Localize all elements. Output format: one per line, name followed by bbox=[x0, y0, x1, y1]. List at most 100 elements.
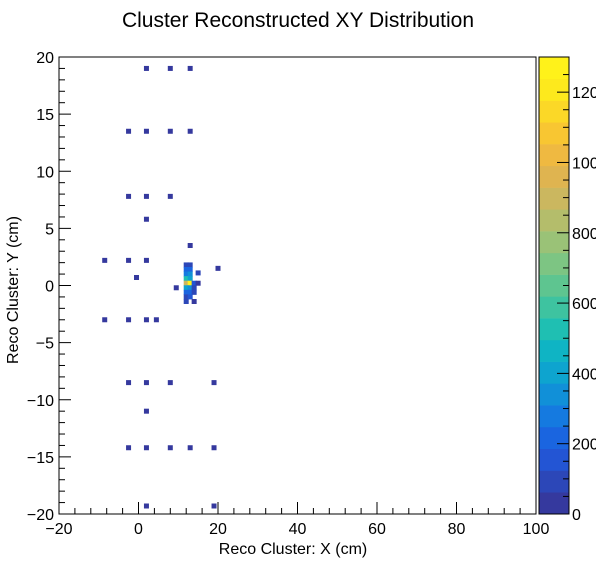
y-tick-label: 10 bbox=[36, 164, 54, 181]
x-tick-label: 0 bbox=[134, 521, 143, 538]
z-tick-label: 800 bbox=[572, 226, 596, 243]
y-tick-label: −5 bbox=[36, 336, 54, 353]
z-tick-label: 0 bbox=[572, 507, 581, 524]
heatmap-cell bbox=[183, 289, 189, 295]
heatmap-cell bbox=[183, 271, 189, 277]
y-axis-label: Reco Cluster: Y (cm) bbox=[5, 216, 22, 364]
heatmap-cell bbox=[187, 65, 193, 71]
heatmap-cell bbox=[211, 445, 217, 451]
palette-band bbox=[539, 405, 569, 428]
palette-band bbox=[539, 209, 569, 232]
heatmap-cell bbox=[102, 257, 108, 263]
heatmap-cell bbox=[143, 128, 149, 134]
heatmap-cell bbox=[102, 317, 108, 323]
palette-band bbox=[539, 187, 569, 210]
palette-band bbox=[539, 122, 569, 145]
heatmap-cell bbox=[191, 285, 197, 291]
heatmap-cell bbox=[187, 285, 193, 291]
palette-band bbox=[539, 57, 569, 80]
palette-band bbox=[539, 165, 569, 188]
heatmap-cell bbox=[126, 445, 132, 451]
y-tick-label: −10 bbox=[27, 393, 54, 410]
heatmap-cell bbox=[183, 280, 189, 286]
palette-band bbox=[539, 470, 569, 493]
color-axis: 0 200 400 600 800 1000 1200 bbox=[557, 56, 596, 524]
heatmap-cell bbox=[143, 193, 149, 199]
heatmap-cell bbox=[143, 317, 149, 323]
y-tick-label: 20 bbox=[36, 50, 54, 67]
heatmap-cell bbox=[167, 65, 173, 71]
z-tick-label: 200 bbox=[572, 437, 596, 454]
z-tick-label: 600 bbox=[572, 296, 596, 313]
heatmap-cell bbox=[187, 445, 193, 451]
heatmap-cell bbox=[153, 317, 159, 323]
palette-band bbox=[539, 252, 569, 275]
heatmap-cell bbox=[187, 280, 193, 286]
heatmap-cell bbox=[183, 294, 189, 300]
heatmap-cell bbox=[183, 276, 189, 282]
heatmap-cell bbox=[173, 285, 179, 291]
heatmap-cell bbox=[126, 193, 132, 199]
y-tick-label: 0 bbox=[45, 279, 54, 296]
palette-band bbox=[539, 318, 569, 341]
heatmap-cell bbox=[211, 503, 217, 509]
palette-band bbox=[539, 100, 569, 123]
heatmap-cell bbox=[183, 285, 189, 291]
x-tick-label: −20 bbox=[45, 521, 72, 538]
x-tick-label: 20 bbox=[209, 521, 227, 538]
x-axis: −20 0 20 40 60 80 100 bbox=[45, 502, 549, 538]
heatmap-cell bbox=[167, 380, 173, 386]
y-tick-label: −20 bbox=[27, 507, 54, 524]
heatmap-cell bbox=[187, 128, 193, 134]
heatmap-cell bbox=[183, 267, 189, 272]
heatmap-cell bbox=[126, 257, 132, 263]
x-tick-label: 80 bbox=[448, 521, 466, 538]
y-axis: −20 −15 −10 −5 0 5 10 15 20 bbox=[27, 50, 71, 524]
heatmap-cell bbox=[187, 271, 193, 277]
heatmap-cell bbox=[126, 317, 132, 323]
palette-band bbox=[539, 448, 569, 471]
heatmap-cell bbox=[211, 380, 217, 386]
palette-band bbox=[539, 274, 569, 297]
palette-band bbox=[539, 383, 569, 406]
y-tick-label: 5 bbox=[45, 221, 54, 238]
palette-band bbox=[539, 144, 569, 167]
heatmap-cell bbox=[167, 445, 173, 451]
heatmap-cell bbox=[187, 294, 193, 300]
heatmap-cell bbox=[143, 408, 149, 414]
heatmap-cell bbox=[187, 289, 193, 295]
heatmap-cell bbox=[187, 267, 193, 272]
heatmap-cell bbox=[195, 270, 201, 276]
heatmap-cell bbox=[191, 280, 197, 286]
x-axis-label: Reco Cluster: X (cm) bbox=[219, 541, 367, 558]
heatmap-cell bbox=[134, 275, 140, 280]
z-tick-label: 1000 bbox=[572, 155, 596, 172]
heatmap-cell bbox=[143, 65, 149, 71]
heatmap-cell bbox=[143, 216, 149, 222]
heatmap-cell bbox=[167, 193, 173, 199]
heatmap-cell bbox=[126, 380, 132, 386]
z-tick-label: 1200 bbox=[572, 85, 596, 102]
palette-band bbox=[539, 78, 569, 101]
heatmap-cell bbox=[143, 257, 149, 263]
heatmap-cell bbox=[191, 299, 197, 304]
heatmap-cell bbox=[187, 262, 193, 268]
palette-band bbox=[539, 296, 569, 319]
heatmap-cells bbox=[102, 65, 221, 509]
heatmap-cell bbox=[167, 128, 173, 134]
heatmap-cell bbox=[187, 276, 193, 282]
palette-band bbox=[539, 361, 569, 384]
heatmap-cell bbox=[183, 299, 189, 304]
heatmap-cell bbox=[191, 289, 197, 295]
x-tick-label: 60 bbox=[368, 521, 386, 538]
palette-band bbox=[539, 339, 569, 362]
heatmap-cell bbox=[215, 265, 221, 271]
chart-title: Cluster Reconstructed XY Distribution bbox=[122, 9, 474, 32]
heatmap-cell bbox=[187, 243, 193, 249]
color-palette-bar bbox=[539, 57, 569, 515]
y-tick-label: −15 bbox=[27, 450, 54, 467]
heatmap-cell bbox=[143, 445, 149, 451]
heatmap-cell bbox=[126, 128, 132, 134]
x-tick-label: 40 bbox=[289, 521, 307, 538]
